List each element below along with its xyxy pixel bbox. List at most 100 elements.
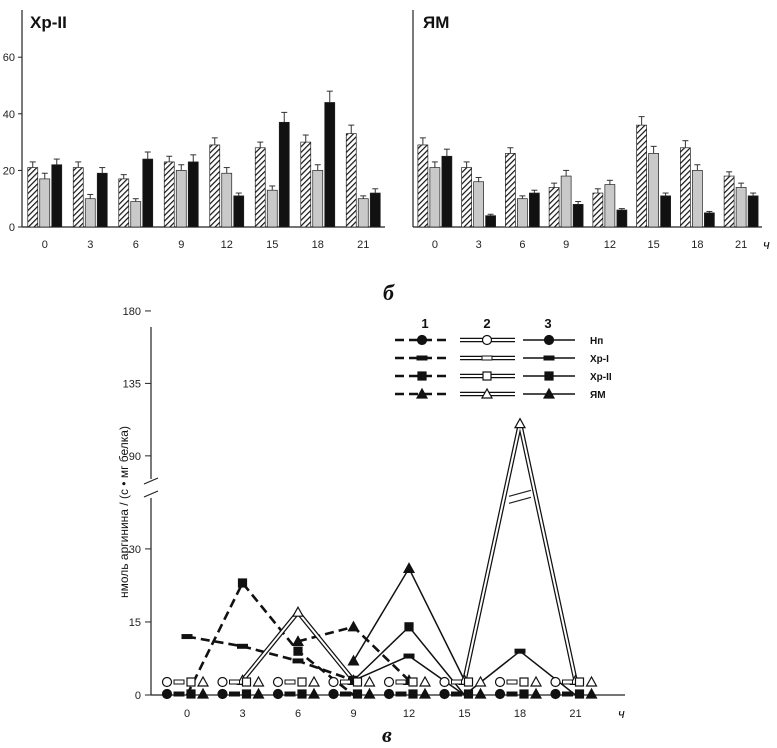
data-point	[347, 654, 360, 666]
data-point	[252, 675, 265, 687]
x-tick-label: 0	[184, 708, 190, 720]
x-tick-label: 9	[563, 239, 569, 251]
bar	[142, 158, 154, 228]
bar	[221, 172, 233, 228]
data-point	[506, 679, 518, 685]
x-unit-label: ч	[618, 706, 625, 721]
data-point	[284, 691, 296, 697]
bar	[704, 212, 715, 228]
data-point	[186, 689, 196, 699]
bar	[312, 170, 324, 228]
bar	[485, 215, 496, 228]
x-unit-label: ч	[763, 237, 770, 252]
bar	[187, 161, 199, 228]
data-point	[297, 677, 307, 687]
x-tick-label: 12	[604, 239, 616, 251]
x-tick-label: 15	[458, 708, 470, 720]
bar	[118, 178, 130, 228]
data-point	[529, 687, 543, 699]
legend-row-label: ЯМ	[590, 390, 606, 401]
data-point	[229, 691, 240, 697]
data-point	[307, 687, 321, 699]
bar	[636, 124, 647, 228]
data-point	[383, 688, 395, 700]
data-point	[340, 679, 351, 685]
x-tick-label: 15	[648, 239, 660, 251]
x-tick-label: 6	[295, 708, 301, 720]
data-point	[451, 691, 462, 697]
data-point	[474, 675, 487, 687]
axis-break-mark	[143, 490, 159, 498]
series-line-inner	[463, 423, 577, 681]
x-tick-label: 0	[42, 239, 48, 251]
y-tick-label: 135	[123, 378, 141, 390]
data-point	[363, 675, 376, 687]
data-point	[543, 334, 555, 346]
bar	[27, 167, 39, 228]
bar	[96, 172, 108, 228]
data-point	[352, 677, 363, 687]
data-point	[284, 679, 296, 685]
data-point	[161, 688, 173, 700]
series-line	[464, 650, 576, 696]
x-tick-label: 3	[239, 708, 245, 720]
bar	[529, 192, 540, 228]
data-point	[173, 691, 185, 697]
y-tick-label: 180	[123, 306, 141, 318]
bar	[572, 204, 584, 228]
data-point	[480, 387, 494, 399]
panel-label-c: в	[382, 722, 392, 747]
bar	[441, 155, 453, 228]
bar	[84, 198, 96, 228]
data-point	[403, 653, 415, 659]
bar	[278, 121, 290, 228]
data-point	[328, 676, 339, 688]
data-point	[383, 676, 395, 688]
data-point	[463, 689, 474, 699]
bar	[505, 153, 516, 228]
data-point	[514, 648, 526, 654]
x-tick-label: 18	[312, 239, 324, 251]
series-line-inner	[241, 610, 355, 682]
y-tick-label: 60	[3, 52, 15, 64]
data-point	[363, 687, 376, 699]
chart-title: ЯМ	[423, 13, 449, 32]
data-point	[347, 620, 360, 632]
legend-row-label: Нп	[590, 336, 603, 347]
bar	[660, 195, 671, 228]
data-point	[217, 676, 228, 688]
x-tick-label: 6	[519, 239, 525, 251]
bar	[417, 144, 429, 228]
data-point	[544, 371, 554, 381]
x-tick-label: 9	[178, 239, 184, 251]
data-point	[481, 334, 493, 346]
bar	[560, 175, 572, 228]
data-point	[292, 658, 304, 664]
y-tick-label: 0	[9, 222, 15, 234]
data-point	[543, 355, 555, 361]
x-tick-label: 0	[432, 239, 438, 251]
data-point	[506, 691, 518, 697]
axis-break-mark	[508, 496, 532, 504]
bar	[300, 141, 312, 228]
data-point	[161, 676, 173, 688]
data-point	[417, 371, 427, 381]
bar	[692, 170, 703, 228]
data-point	[439, 688, 450, 700]
legend-column-header: 3	[544, 316, 551, 331]
data-point	[494, 676, 506, 688]
series-line	[185, 580, 355, 697]
data-point	[562, 691, 573, 697]
bar	[209, 144, 221, 228]
data-point	[550, 688, 561, 700]
y-axis-title: нмоль аргинина / (с • мг белка)	[117, 426, 131, 598]
data-point	[562, 679, 573, 685]
x-tick-label: 6	[133, 239, 139, 251]
data-point	[494, 688, 506, 700]
data-point	[481, 355, 493, 361]
data-point	[272, 688, 284, 700]
bar	[163, 161, 175, 228]
legend-column-header: 2	[483, 316, 490, 331]
legend-row-label: Хр-II	[590, 372, 612, 383]
data-point	[439, 676, 450, 688]
